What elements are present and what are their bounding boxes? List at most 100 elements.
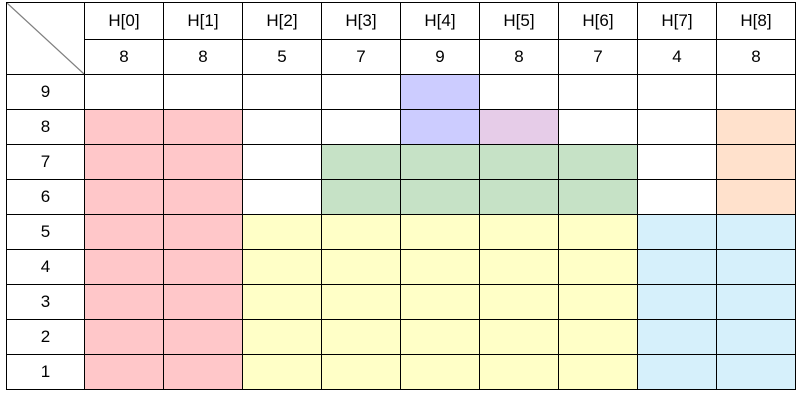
grid-cell xyxy=(84,249,164,285)
grid-cell xyxy=(637,214,717,250)
grid-cell xyxy=(163,109,243,145)
grid-cell xyxy=(163,354,243,390)
grid-cell xyxy=(637,74,717,110)
grid-cell xyxy=(321,249,401,285)
grid-cell xyxy=(479,284,559,320)
grid-cell xyxy=(637,319,717,355)
column-value: 8 xyxy=(716,39,796,75)
grid-cell xyxy=(400,249,480,285)
grid-row: 8 xyxy=(6,109,796,145)
grid-row: 9 xyxy=(6,74,796,110)
grid-cell xyxy=(163,144,243,180)
grid-cell xyxy=(242,284,322,320)
grid-cell xyxy=(321,214,401,250)
grid-cell xyxy=(84,74,164,110)
diagonal-divider xyxy=(7,3,84,74)
grid-cell xyxy=(242,144,322,180)
grid-cell xyxy=(479,249,559,285)
grid-cell xyxy=(716,179,796,215)
column-value: 8 xyxy=(84,39,164,75)
grid-cell xyxy=(716,284,796,320)
grid-cell xyxy=(242,179,322,215)
grid-cell xyxy=(400,74,480,110)
row-label: 7 xyxy=(6,144,85,180)
grid-cell xyxy=(242,319,322,355)
grid-cell xyxy=(321,144,401,180)
column-header: H[1] xyxy=(163,2,243,40)
grid-cell xyxy=(637,144,717,180)
row-label: 5 xyxy=(6,214,85,250)
grid-row: 2 xyxy=(6,319,796,355)
grid-cell xyxy=(400,319,480,355)
grid-cell xyxy=(84,214,164,250)
column-value: 7 xyxy=(558,39,638,75)
column-header: H[4] xyxy=(400,2,480,40)
row-label: 4 xyxy=(6,249,85,285)
column-value: 4 xyxy=(637,39,717,75)
column-header-row: H[0] H[1] H[2] H[3] H[4] H[5] H[6] H[7] … xyxy=(6,2,796,75)
grid-cell xyxy=(321,354,401,390)
grid-cell xyxy=(558,179,638,215)
column-header: H[0] xyxy=(84,2,164,40)
corner-cell xyxy=(6,2,85,75)
grid-cell xyxy=(479,214,559,250)
grid-cell xyxy=(558,319,638,355)
grid-cell xyxy=(321,74,401,110)
grid-cell xyxy=(637,354,717,390)
grid-cell xyxy=(163,214,243,250)
grid-cell xyxy=(716,144,796,180)
column-value-row: 8 8 5 7 9 8 7 4 8 xyxy=(7,39,796,75)
grid-cell xyxy=(558,214,638,250)
row-label: 8 xyxy=(6,109,85,145)
grid-cell xyxy=(558,144,638,180)
grid-cell xyxy=(558,109,638,145)
column-value: 8 xyxy=(479,39,559,75)
grid-cell xyxy=(84,284,164,320)
grid-cell xyxy=(558,284,638,320)
column-header: H[7] xyxy=(637,2,717,40)
grid-cell xyxy=(479,144,559,180)
column-header: H[8] xyxy=(716,2,796,40)
grid-cell xyxy=(400,179,480,215)
column-header: H[3] xyxy=(321,2,401,40)
grid-cell xyxy=(479,179,559,215)
grid-cell xyxy=(400,354,480,390)
grid-cell xyxy=(716,249,796,285)
grid-cell xyxy=(163,284,243,320)
grid-cell xyxy=(479,74,559,110)
grid-row: 4 xyxy=(6,249,796,285)
grid-cell xyxy=(716,354,796,390)
grid-cell xyxy=(637,249,717,285)
grid-cell xyxy=(400,214,480,250)
grid-cell xyxy=(716,109,796,145)
histogram-grid: H[0] H[1] H[2] H[3] H[4] H[5] H[6] H[7] … xyxy=(6,2,796,390)
grid-row: 5 xyxy=(6,214,796,250)
grid-cell xyxy=(242,354,322,390)
grid-row: 1 xyxy=(6,354,796,390)
grid-cell xyxy=(637,109,717,145)
grid-cell xyxy=(479,354,559,390)
grid-cell xyxy=(321,319,401,355)
grid-cell xyxy=(84,144,164,180)
row-label: 2 xyxy=(6,319,85,355)
row-label: 9 xyxy=(6,74,85,110)
grid-cell xyxy=(716,214,796,250)
grid-cell xyxy=(400,284,480,320)
column-value: 5 xyxy=(242,39,322,75)
column-header: H[6] xyxy=(558,2,638,40)
grid-cell xyxy=(479,319,559,355)
grid-row: 6 xyxy=(6,179,796,215)
grid-cell xyxy=(163,249,243,285)
grid-cell xyxy=(84,354,164,390)
grid-cell xyxy=(84,109,164,145)
grid-cell xyxy=(242,109,322,145)
grid-cell xyxy=(163,319,243,355)
histogram-grid-container: H[0] H[1] H[2] H[3] H[4] H[5] H[6] H[7] … xyxy=(6,2,796,390)
grid-cell xyxy=(716,74,796,110)
grid-cell xyxy=(637,179,717,215)
grid-row: 3 xyxy=(6,284,796,320)
column-value: 9 xyxy=(400,39,480,75)
column-value: 7 xyxy=(321,39,401,75)
grid-cell xyxy=(716,319,796,355)
column-header: H[5] xyxy=(479,2,559,40)
